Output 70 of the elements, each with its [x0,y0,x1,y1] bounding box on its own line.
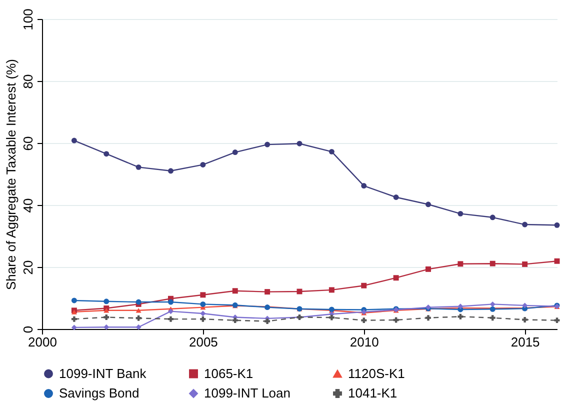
point [393,275,399,281]
point [361,183,367,189]
y-tick-label: 100 [20,8,36,30]
point [328,287,334,293]
point [104,324,110,330]
point [426,202,431,208]
point [168,299,174,305]
point [490,315,496,321]
point [296,140,302,146]
point [168,308,174,314]
point [136,324,142,330]
y-tick-label: 80 [20,74,36,89]
x-tick-label: 2010 [350,334,379,350]
point [136,308,142,313]
point [104,314,110,320]
y-tick-label: 20 [20,260,36,275]
point [490,301,496,307]
point [104,151,110,157]
point [71,324,77,330]
point [554,258,560,264]
point [264,318,270,324]
point [458,210,464,216]
point [232,288,238,294]
point [522,222,528,228]
point [71,316,77,322]
legend-label: 1065-K1 [204,366,254,381]
legend-label: Savings Bond [59,386,140,400]
point [393,194,399,200]
point [136,315,142,321]
point [328,148,334,154]
point [264,289,270,295]
point [200,292,206,298]
point [361,282,367,288]
point [458,314,464,320]
point [168,316,174,322]
x-tick-label: 2000 [28,334,57,350]
point [104,308,110,313]
legend-label: 1041-K1 [348,386,398,400]
point [136,164,142,170]
point [426,315,431,321]
point [522,316,528,322]
legend-label: 1120S-K1 [348,366,405,381]
point [458,261,464,267]
y-tick-label: 0 [20,326,36,334]
point [232,318,238,324]
point [200,316,206,322]
legend-label: 1099-INT Loan [204,386,290,400]
point [490,260,496,266]
x-tick-label: 2015 [510,334,540,350]
point [200,310,206,316]
point [104,298,110,304]
point [522,261,528,267]
legend-label: 1099-INT Bank [59,366,147,381]
x-tick-label: 2005 [188,334,218,350]
y-axis-title: Share of Aggregate Taxable Interest (%) [4,58,18,290]
point [200,301,206,307]
point [71,138,77,144]
point [168,168,174,174]
point [554,222,560,228]
point [71,298,77,304]
point [361,318,367,324]
point [490,214,496,220]
y-tick-label: 40 [20,198,36,213]
point [200,162,206,168]
point [554,318,560,324]
point [328,314,334,320]
point [232,150,238,156]
y-tick-label: 60 [20,136,36,151]
point [264,142,270,148]
point [426,266,431,272]
